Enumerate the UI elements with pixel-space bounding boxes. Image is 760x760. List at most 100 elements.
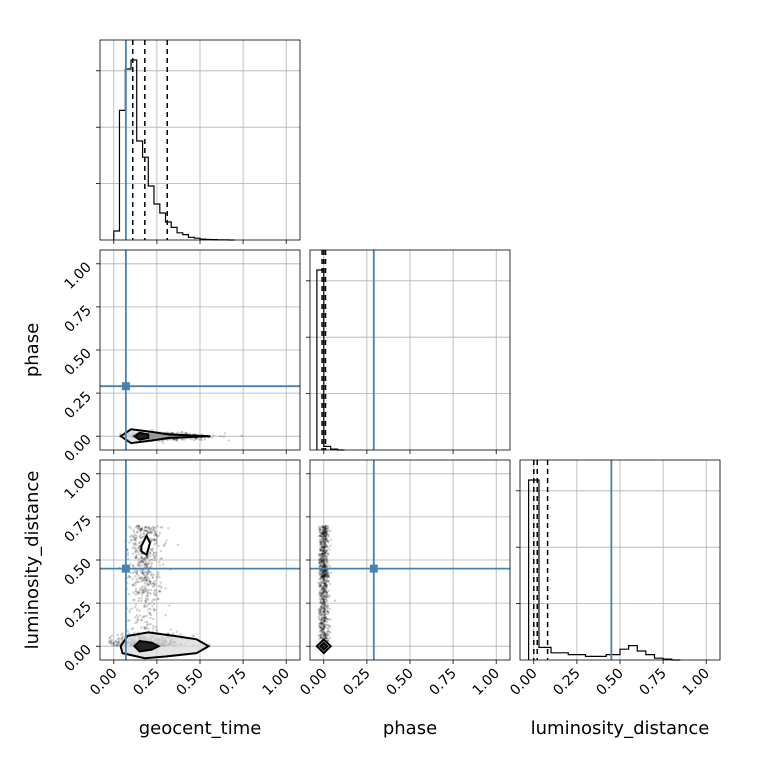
sample-point (321, 588, 324, 591)
sample-point (318, 561, 321, 565)
sample-point (324, 528, 327, 531)
sample-point (137, 577, 140, 580)
sample-point (323, 604, 326, 608)
sample-point (323, 532, 326, 536)
sample-point (324, 526, 327, 529)
sample-point (324, 534, 327, 538)
sample-point (322, 607, 326, 610)
sample-point (327, 589, 330, 593)
sample-point (155, 534, 158, 538)
sample-point (322, 552, 325, 556)
sample-point (324, 534, 328, 537)
sample-point (134, 568, 137, 572)
sample-point (137, 541, 141, 545)
sample-point (319, 622, 322, 625)
sample-point (324, 618, 327, 621)
sample-point (319, 592, 323, 596)
sample-point (147, 562, 151, 565)
sample-point (144, 562, 147, 566)
sample-point (322, 575, 326, 578)
sample-point (138, 526, 141, 529)
sample-point (165, 539, 168, 542)
sample-point (325, 532, 328, 536)
sample-point (115, 641, 119, 644)
sample-point (322, 591, 325, 594)
x-tick-label: 0.50 (173, 666, 206, 699)
sample-point (322, 611, 326, 614)
sample-point (324, 637, 327, 640)
sample-point (322, 616, 325, 620)
sample-point (319, 636, 322, 639)
x-axis-label-geocent_time: geocent_time (139, 718, 262, 739)
sample-point (325, 634, 328, 638)
sample-point (319, 575, 323, 578)
sample-point (323, 546, 327, 549)
sample-point (324, 524, 327, 528)
sample-point (324, 585, 327, 588)
sample-point (140, 564, 143, 567)
sample-point (321, 559, 324, 563)
sample-point (323, 581, 326, 585)
sample-point (325, 558, 328, 562)
sample-point (326, 604, 330, 607)
sample-point (320, 561, 323, 564)
sample-point (324, 570, 327, 574)
sample-point (144, 570, 147, 573)
sample-point (153, 593, 156, 596)
sample-point (329, 582, 332, 586)
sample-point (317, 591, 321, 594)
sample-point (324, 540, 327, 544)
sample-point (320, 617, 323, 620)
sample-point (318, 534, 322, 538)
sample-point (318, 613, 322, 616)
sample-point (137, 524, 141, 528)
sample-point (323, 589, 326, 592)
sample-point (325, 539, 328, 542)
sample-point (320, 614, 323, 617)
sample-point (141, 570, 144, 573)
sample-point (160, 439, 163, 443)
y-tick-label: 0.75 (61, 302, 94, 335)
sample-point (118, 638, 121, 642)
sample-point (321, 590, 324, 593)
sample-point (321, 525, 324, 528)
sample-point (320, 592, 323, 595)
sample-point (321, 555, 324, 558)
sample-point (152, 602, 156, 606)
sample-point (323, 618, 327, 622)
y-tick-label: 0.25 (61, 389, 94, 422)
sample-point (136, 618, 139, 621)
sample-point (322, 617, 326, 620)
sample-point (134, 589, 138, 593)
sample-point (134, 587, 138, 590)
sample-point (108, 637, 112, 640)
sample-point (145, 555, 149, 559)
sample-point (322, 606, 325, 609)
sample-point (126, 581, 129, 585)
sample-point (146, 579, 149, 583)
sample-point (327, 595, 330, 598)
sample-point (143, 576, 146, 580)
sample-point (326, 599, 329, 603)
sample-point (325, 609, 329, 613)
sample-point (135, 550, 138, 553)
sample-point (107, 639, 111, 642)
sample-point (134, 542, 137, 545)
sample-point (325, 530, 328, 533)
sample-point (141, 569, 145, 572)
sample-point (320, 618, 324, 621)
sample-point (323, 565, 327, 568)
sample-point (321, 549, 324, 553)
sample-point (322, 559, 326, 563)
sample-point (326, 532, 329, 535)
sample-point (142, 560, 145, 564)
sample-point (120, 638, 124, 641)
sample-point (326, 609, 330, 613)
sample-point (323, 541, 326, 545)
sample-point (147, 531, 150, 534)
sample-point (118, 642, 121, 645)
sample-point (318, 597, 322, 601)
sample-point (320, 532, 324, 536)
sample-point (326, 572, 329, 576)
sample-point (327, 630, 330, 633)
